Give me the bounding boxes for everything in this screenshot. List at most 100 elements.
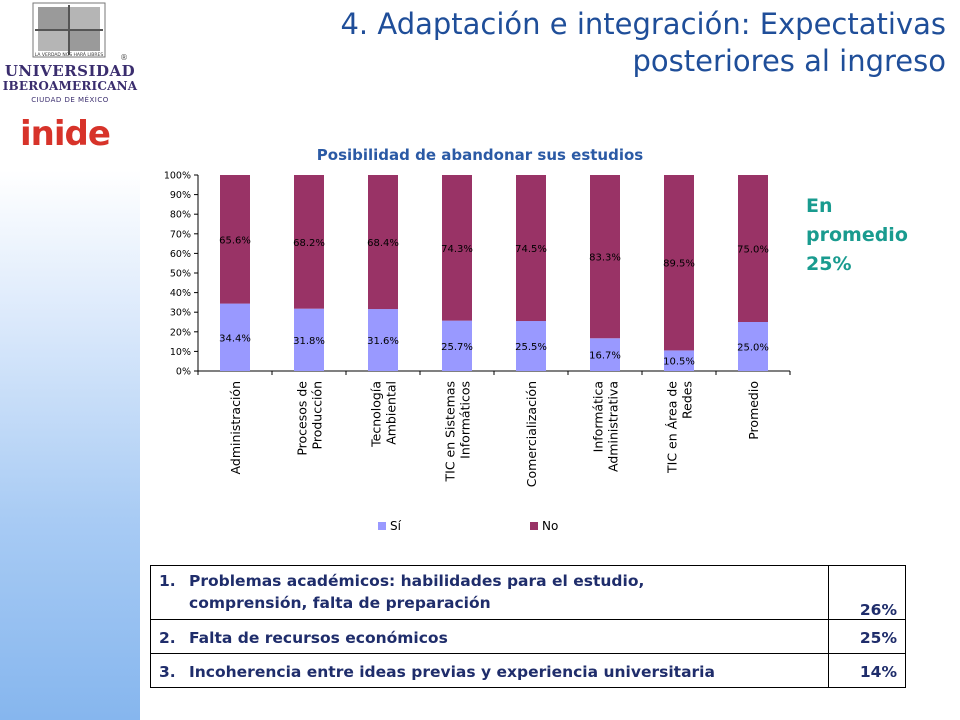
x-category-label: Administrativa bbox=[606, 381, 621, 472]
motto-text: LA VERDAD NOS HARÁ LIBRES bbox=[35, 51, 104, 58]
slide-title-line2: posteriores al ingreso bbox=[632, 44, 946, 78]
data-label: 25.7% bbox=[441, 342, 473, 353]
reason-percent: 25% bbox=[828, 619, 906, 654]
table-row: 3. Incoherencia entre ideas previas y ex… bbox=[150, 653, 906, 688]
inide-logo: inide bbox=[20, 114, 111, 152]
x-category-label: Informáticos bbox=[458, 381, 473, 459]
y-tick-label: 10% bbox=[170, 347, 191, 358]
university-name-line1: UNIVERSIDAD bbox=[4, 62, 136, 80]
callout-line3: 25% bbox=[806, 253, 852, 275]
data-label: 31.8% bbox=[293, 336, 325, 347]
data-label: 68.2% bbox=[293, 238, 325, 249]
y-tick-label: 60% bbox=[170, 249, 191, 260]
chart-title: Posibilidad de abandonar sus estudios bbox=[316, 146, 644, 164]
y-tick-label: 70% bbox=[170, 229, 191, 240]
reason-text: Incoherencia entre ideas previas y exper… bbox=[189, 663, 715, 681]
y-tick-label: 90% bbox=[170, 190, 191, 201]
university-city: CIUDAD DE MÉXICO bbox=[31, 96, 109, 104]
bar-segment-no bbox=[664, 175, 694, 351]
x-category-label: Administración bbox=[228, 381, 243, 474]
data-label: 68.4% bbox=[367, 238, 399, 249]
x-category-label: Procesos de bbox=[295, 381, 310, 456]
bar-segment-no bbox=[294, 175, 324, 309]
reason-text-line2: comprensión, falta de preparación bbox=[189, 594, 491, 612]
reason-cell: 3. Incoherencia entre ideas previas y ex… bbox=[150, 653, 829, 688]
reason-percent: 14% bbox=[828, 653, 906, 688]
data-label: 25.5% bbox=[515, 342, 547, 353]
x-category-label: TIC en Sistemas bbox=[443, 381, 458, 482]
registered-mark: ® bbox=[120, 53, 128, 62]
bar-segment-no bbox=[368, 175, 398, 310]
x-category-label: Producción bbox=[310, 381, 325, 449]
bar-segment-no bbox=[738, 175, 768, 322]
reason-number: 3. bbox=[159, 663, 176, 681]
x-category-label: Promedio bbox=[746, 381, 761, 440]
y-axis: 0% 10% 20% 30% 40% 50% 60% 70% 80% 90% 100% bbox=[164, 171, 790, 378]
x-category-label: Comercialización bbox=[524, 381, 539, 487]
y-tick-label: 40% bbox=[170, 288, 191, 299]
university-name-line2: IBEROAMERICANA bbox=[2, 79, 138, 93]
ibero-crest-logo: LA VERDAD NOS HARÁ LIBRES ® bbox=[32, 2, 128, 62]
slide-title-line1: 4. Adaptación e integración: Expectativa… bbox=[340, 7, 946, 41]
chart-legend: Sí No bbox=[378, 519, 558, 533]
reason-percent: 26% bbox=[828, 565, 906, 620]
reason-text: Falta de recursos económicos bbox=[189, 629, 448, 647]
data-label: 65.6% bbox=[219, 235, 251, 246]
table-row: 1. Problemas académicos: habilidades par… bbox=[150, 565, 906, 620]
x-axis-labels: Administración Procesos de Producción Tecno… bbox=[228, 381, 761, 488]
data-label: 31.6% bbox=[367, 336, 399, 347]
callout-line2: promedio bbox=[806, 224, 908, 246]
table-row: 2. Falta de recursos económicos 25% bbox=[150, 619, 906, 654]
bar-segment-si bbox=[220, 303, 250, 371]
data-label: 74.5% bbox=[515, 244, 547, 255]
x-category-label: Informática bbox=[591, 381, 606, 452]
data-label: 16.7% bbox=[589, 351, 621, 362]
legend-label: No bbox=[542, 519, 558, 533]
y-tick-label: 20% bbox=[170, 327, 191, 338]
reason-cell: 1. Problemas académicos: habilidades par… bbox=[150, 565, 829, 620]
bar-segment-si bbox=[738, 322, 768, 371]
stacked-bar-chart: 0% 10% 20% 30% 40% 50% 60% 70% 80% 90% 100% 34.4% 6… bbox=[164, 171, 791, 533]
data-label: 10.5% bbox=[663, 357, 695, 368]
data-label: 75.0% bbox=[737, 245, 769, 256]
y-tick-label: 80% bbox=[170, 210, 191, 221]
data-label: 89.5% bbox=[663, 259, 695, 270]
bars: 34.4% 65.6% 31.8% 68.2% 31.6% 68.4% 25.7% 74.3%… bbox=[197, 175, 791, 375]
data-label: 25.0% bbox=[737, 343, 769, 354]
reason-cell: 2. Falta de recursos económicos bbox=[150, 619, 829, 654]
y-tick-label: 100% bbox=[164, 171, 191, 182]
callout-line1: En bbox=[806, 195, 833, 217]
y-tick-label: 30% bbox=[170, 308, 191, 319]
bar-segment-si bbox=[294, 308, 324, 371]
bar-segment-no bbox=[590, 175, 620, 339]
data-label: 74.3% bbox=[441, 244, 473, 255]
x-category-label: Tecnología bbox=[369, 381, 384, 448]
legend-swatch bbox=[378, 522, 386, 530]
inide-logo-text: inide bbox=[20, 114, 110, 152]
average-callout: En promedio 25% bbox=[806, 192, 946, 279]
bar-segment-no bbox=[516, 175, 546, 322]
bar-segment-no bbox=[220, 175, 250, 304]
sidebar-panel: LA VERDAD NOS HARÁ LIBRES ® UNIVERSIDAD … bbox=[0, 0, 140, 720]
bar-segment-si bbox=[516, 321, 546, 371]
reason-text: Problemas académicos: habilidades para e… bbox=[189, 570, 644, 614]
bar-segment-no bbox=[442, 175, 472, 321]
x-category-label: Redes bbox=[680, 381, 695, 419]
y-tick-label: 50% bbox=[170, 269, 191, 280]
y-tick-label: 0% bbox=[176, 367, 191, 378]
bar-segment-si bbox=[368, 309, 398, 371]
legend-swatch bbox=[530, 522, 538, 530]
x-category-label: TIC en Área de bbox=[665, 381, 680, 474]
data-label: 83.3% bbox=[589, 253, 621, 264]
reason-number: 2. bbox=[159, 629, 176, 647]
bar-segment-si bbox=[442, 320, 472, 371]
legend-label: Sí bbox=[390, 519, 402, 533]
x-category-label: Ambiental bbox=[384, 381, 399, 445]
reasons-table: 1. Problemas académicos: habilidades par… bbox=[150, 565, 906, 688]
reason-number: 1. bbox=[159, 572, 176, 590]
slide-title: 4. Adaptación e integración: Expectativa… bbox=[246, 6, 946, 80]
bar-segment-si bbox=[590, 338, 620, 371]
bar-segment-si bbox=[664, 350, 694, 371]
reason-text-line1: Problemas académicos: habilidades para e… bbox=[189, 572, 645, 590]
data-label: 34.4% bbox=[219, 333, 251, 344]
